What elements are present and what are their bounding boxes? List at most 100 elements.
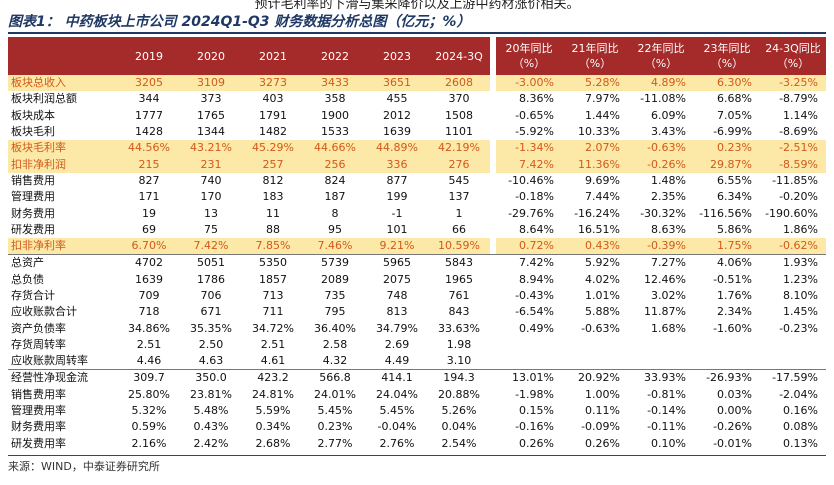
year-header: 2021 — [242, 37, 304, 75]
value-cell: 36.40% — [314, 321, 356, 335]
yoy-cell: 1.01% — [585, 289, 620, 302]
value-cell: 344 — [138, 92, 160, 106]
yoy-cell: 5.92% — [562, 254, 628, 272]
value-cell: 2.51 — [136, 337, 162, 351]
row-label: 板块毛利率 — [8, 140, 118, 157]
value-cell: 1533 — [321, 125, 349, 139]
table-row: 板块总收入 3205 3109 3273 3433 3651 2608 -3.00% 5.28%… — [8, 75, 826, 92]
value-cell: 4.63 — [198, 354, 224, 368]
value-cell: 1900 — [321, 108, 349, 122]
yoy-cell: -190.60% — [765, 206, 818, 220]
yoy-cell: 0.00% — [717, 404, 752, 418]
year-header: 2024-3Q — [428, 37, 490, 75]
yoy-cell — [562, 353, 628, 370]
yoy-cell: -0.14% — [647, 404, 686, 418]
value-cell: 88 — [266, 222, 280, 236]
yoy-cell: -1.60% — [713, 321, 752, 335]
row-label: 资产负债率 — [11, 321, 66, 335]
value-cell: 748 — [386, 289, 408, 302]
value-cell: 0.04% — [441, 420, 477, 434]
yoy-cell — [760, 337, 826, 353]
value-cell: 35.35% — [190, 321, 232, 335]
value-cell: 3651 — [366, 75, 428, 92]
value-cell: 350.0 — [180, 369, 242, 387]
value-cell: 2.54% — [441, 436, 477, 450]
row-label: 板块总收入 — [8, 75, 118, 92]
value-cell: 709 — [138, 289, 160, 302]
row-label: 研发费用 — [11, 222, 55, 236]
yoy-header: 22年同比（%） — [628, 37, 694, 75]
value-cell: 34.79% — [376, 321, 418, 335]
yoy-cell: 0.26% — [519, 436, 554, 450]
value-cell: 2.42% — [193, 436, 229, 450]
yoy-header: 20年同比（%） — [496, 37, 562, 75]
yoy-cell: -5.92% — [515, 125, 554, 139]
value-cell: 2075 — [383, 272, 411, 286]
value-cell: 231 — [180, 156, 242, 173]
yoy-cell — [562, 337, 628, 353]
table-row: 扣非净利润 215 231 257 256 336 276 7.42% 11.36% -0.26%… — [8, 156, 826, 173]
yoy-cell: -8.59% — [760, 156, 826, 173]
value-cell: 45.29% — [242, 140, 304, 157]
yoy-cell: 0.03% — [717, 387, 752, 401]
value-cell: 824 — [324, 173, 346, 187]
table-row: 研发费用率 2.16% 2.42% 2.68% 2.77% 2.76% 2.54% 0.26%… — [8, 435, 826, 452]
table-row: 管理费用 171 170 183 187 199 137 -0.18% 7.44% 2.35% 6.… — [8, 189, 826, 206]
gap — [490, 320, 496, 337]
value-cell: 5.48% — [193, 404, 229, 418]
value-cell: 336 — [366, 156, 428, 173]
yoy-cell: -0.43% — [515, 289, 554, 302]
yoy-cell: 1.44% — [585, 108, 620, 122]
value-cell: 42.19% — [428, 140, 490, 157]
gap — [490, 271, 496, 288]
yoy-cell: 29.87% — [694, 156, 760, 173]
table-row: 经营性净现金流 309.7 350.0 423.2 566.8 414.1 194.3 13.… — [8, 369, 826, 387]
yoy-cell: 1.93% — [760, 254, 826, 272]
value-cell: 11 — [266, 206, 280, 220]
value-cell: 5.59% — [255, 404, 291, 418]
row-label: 研发费用率 — [11, 436, 66, 450]
yoy-cell: 1.23% — [783, 272, 818, 286]
yoy-cell: 0.10% — [651, 436, 686, 450]
yoy-cell: -116.56% — [699, 206, 752, 220]
value-cell: 5.45% — [379, 404, 415, 418]
value-cell: 2.16% — [131, 436, 167, 450]
yoy-cell: -11.85% — [772, 173, 818, 187]
intro-text: 预计毛利率的下滑与集采降价以及上游中药材涨价相关。 — [254, 0, 580, 12]
table-row: 存货合计 709 706 713 735 748 761 -0.43% 1.01% 3.02% 1.… — [8, 287, 826, 305]
yoy-cell — [628, 353, 694, 370]
yoy-cell: -16.24% — [574, 206, 620, 220]
value-cell: 0.34% — [255, 420, 291, 434]
yoy-cell: 0.08% — [783, 420, 818, 434]
value-cell: 740 — [200, 173, 222, 187]
yoy-header: 24-3Q同比（%） — [760, 37, 826, 75]
value-cell: 2.50 — [198, 337, 224, 351]
value-cell: 545 — [448, 173, 470, 187]
gap — [490, 419, 496, 436]
yoy-cell: 0.23% — [694, 140, 760, 157]
value-cell: 2.76% — [379, 436, 415, 450]
yoy-cell: 7.05% — [717, 108, 752, 122]
value-cell: 1344 — [197, 125, 225, 139]
value-cell: 194.3 — [428, 369, 490, 387]
value-cell: 7.42% — [180, 237, 242, 255]
value-cell: -0.04% — [377, 420, 417, 434]
yoy-cell: 3.43% — [651, 125, 686, 139]
value-cell: 199 — [386, 190, 408, 204]
value-cell: 24.81% — [252, 387, 294, 401]
yoy-cell: 8.64% — [519, 222, 554, 236]
row-label: 应收账款周转率 — [11, 354, 88, 368]
value-cell: 5.45% — [317, 404, 353, 418]
yoy-header: 23年同比（%） — [694, 37, 760, 75]
value-cell: 44.56% — [118, 140, 180, 157]
row-label: 财务费用率 — [11, 420, 66, 434]
yoy-cell: 9.69% — [585, 173, 620, 187]
table-row: 应收账款合计 718 671 711 795 813 843 -6.54% 5.88% 11.87… — [8, 304, 826, 321]
table-row: 存货周转率 2.51 2.50 2.51 2.58 2.69 1.98 — [8, 336, 826, 354]
value-cell: 5739 — [304, 254, 366, 272]
yoy-cell: 0.26% — [585, 436, 620, 450]
value-cell: 1765 — [197, 108, 225, 122]
yoy-cell: 8.94% — [519, 272, 554, 286]
value-cell: 101 — [386, 222, 408, 236]
gap — [490, 205, 496, 222]
